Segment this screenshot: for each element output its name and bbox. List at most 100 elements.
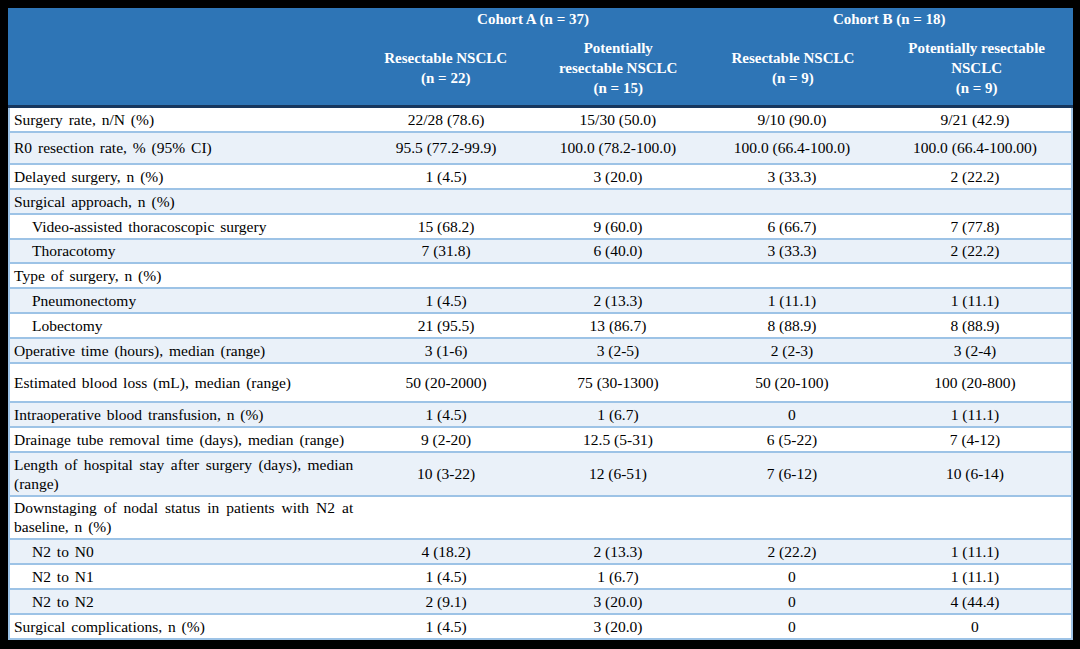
value-cell — [879, 200, 1071, 202]
value-cell: 15/30 (50.0) — [531, 109, 705, 130]
value-cell: 9/10 (90.0) — [705, 109, 879, 130]
table-row-surgical-complications: Surgical complications, n (%) 1 (4.5) 3 … — [10, 615, 1071, 640]
value-cell: 1 (4.5) — [361, 404, 531, 425]
value-cell: 1 (4.5) — [361, 290, 531, 311]
value-cell — [531, 516, 705, 518]
value-cell: 1 (4.5) — [361, 166, 531, 187]
row-label: Surgical approach, n (%) — [10, 191, 361, 212]
value-cell: 100 (20-800) — [879, 372, 1071, 393]
value-cell: 8 (88.9) — [705, 315, 879, 336]
table-body: Surgery rate, n/N (%) 22/28 (78.6) 15/30… — [8, 108, 1073, 640]
table-row-delayed-surgery: Delayed surgery, n (%) 1 (4.5) 3 (20.0) … — [10, 165, 1071, 190]
row-label: Type of surgery, n (%) — [10, 265, 361, 286]
cohort-a-header: Cohort A (n = 37) — [361, 11, 706, 28]
table-row-hospital-stay: Length of hospital stay after surgery (d… — [10, 453, 1071, 497]
column-header-potentially-a: Potentially resectable NSCLC (n = 15) — [531, 38, 706, 99]
table-row-r0-resection: R0 resection rate, % (95% CI) 95.5 (77.2… — [10, 133, 1071, 165]
value-cell: 7 (77.8) — [879, 216, 1071, 237]
value-cell: 3 (2-5) — [531, 340, 705, 361]
value-cell: 3 (33.3) — [705, 240, 879, 261]
value-cell: 100.0 (78.2-100.0) — [531, 137, 705, 158]
value-cell: 50 (20-100) — [705, 372, 879, 393]
row-label: Downstaging of nodal status in patients … — [10, 497, 361, 537]
value-cell — [705, 200, 879, 202]
value-cell: 10 (6-14) — [879, 463, 1071, 484]
value-cell: 2 (13.3) — [531, 290, 705, 311]
value-cell — [531, 275, 705, 277]
table-row-blood-transfusion: Intraoperative blood transfusion, n (%) … — [10, 403, 1071, 428]
value-cell: 75 (30-1300) — [531, 372, 705, 393]
value-cell: 2 (13.3) — [531, 541, 705, 562]
value-cell: 1 (11.1) — [879, 566, 1071, 587]
value-cell: 2 (22.2) — [879, 166, 1071, 187]
value-cell: 9 (60.0) — [531, 216, 705, 237]
row-label: N2 to N2 — [10, 591, 361, 612]
value-cell: 7 (6-12) — [705, 463, 879, 484]
value-cell: 9/21 (42.9) — [879, 109, 1071, 130]
value-cell: 100.0 (66.4-100.0) — [705, 137, 879, 158]
value-cell: 4 (18.2) — [361, 541, 531, 562]
value-cell: 13 (86.7) — [531, 315, 705, 336]
table-row-lobectomy: Lobectomy 21 (95.5) 13 (86.7) 8 (88.9) 8… — [10, 314, 1071, 339]
table-row-vats: Video-assisted thoracoscopic surgery 15 … — [10, 215, 1071, 240]
table-row-n2-to-n1: N2 to N1 1 (4.5) 1 (6.7) 0 1 (11.1) — [10, 565, 1071, 590]
row-label: Estimated blood loss (mL), median (range… — [10, 372, 361, 393]
row-label: Lobectomy — [10, 315, 361, 336]
cohort-b-header: Cohort B (n = 18) — [706, 11, 1073, 28]
row-label: Surgical complications, n (%) — [10, 616, 361, 637]
column-header-resectable-b: Resectable NSCLC (n = 9) — [706, 48, 881, 89]
table-header: Cohort A (n = 37) Cohort B (n = 18) Rese… — [8, 8, 1073, 108]
row-label: Drainage tube removal time (days), media… — [10, 429, 361, 450]
table-row-pneumonectomy: Pneumonectomy 1 (4.5) 2 (13.3) 1 (11.1) … — [10, 289, 1071, 314]
row-label: Surgery rate, n/N (%) — [10, 109, 361, 130]
table-row-operative-time: Operative time (hours), median (range) 3… — [10, 339, 1071, 364]
value-cell: 1 (4.5) — [361, 616, 531, 637]
row-label: N2 to N1 — [10, 566, 361, 587]
value-cell: 4 (44.4) — [879, 591, 1071, 612]
value-cell: 15 (68.2) — [361, 216, 531, 237]
value-cell: 12 (6-51) — [531, 463, 705, 484]
cohort-header-row: Cohort A (n = 37) Cohort B (n = 18) — [8, 8, 1073, 31]
value-cell — [705, 516, 879, 518]
table-row-blood-loss: Estimated blood loss (mL), median (range… — [10, 364, 1071, 403]
value-cell — [361, 516, 531, 518]
value-cell: 0 — [879, 616, 1071, 637]
value-cell: 3 (33.3) — [705, 166, 879, 187]
row-label: Delayed surgery, n (%) — [10, 166, 361, 187]
value-cell — [361, 200, 531, 202]
value-cell: 22/28 (78.6) — [361, 109, 531, 130]
value-cell: 1 (11.1) — [879, 541, 1071, 562]
value-cell — [361, 275, 531, 277]
value-cell: 7 (31.8) — [361, 240, 531, 261]
value-cell: 7 (4-12) — [879, 429, 1071, 450]
table-row-n2-to-n0: N2 to N0 4 (18.2) 2 (13.3) 2 (22.2) 1 (1… — [10, 540, 1071, 565]
value-cell: 0 — [705, 616, 879, 637]
table-row-surgery-rate: Surgery rate, n/N (%) 22/28 (78.6) 15/30… — [10, 108, 1071, 133]
row-label: N2 to N0 — [10, 541, 361, 562]
value-cell: 3 (1-6) — [361, 340, 531, 361]
value-cell: 3 (20.0) — [531, 591, 705, 612]
value-cell: 1 (11.1) — [879, 404, 1071, 425]
value-cell: 3 (20.0) — [531, 166, 705, 187]
table-row-thoracotomy: Thoracotomy 7 (31.8) 6 (40.0) 3 (33.3) 2… — [10, 240, 1071, 265]
row-label: Pneumonectomy — [10, 290, 361, 311]
value-cell — [531, 200, 705, 202]
row-label: Length of hospital stay after surgery (d… — [10, 454, 361, 494]
value-cell: 6 (40.0) — [531, 240, 705, 261]
value-cell — [879, 275, 1071, 277]
value-cell: 1 (11.1) — [879, 290, 1071, 311]
row-label: Intraoperative blood transfusion, n (%) — [10, 404, 361, 425]
value-cell: 9 (2-20) — [361, 429, 531, 450]
table-row-downstaging: Downstaging of nodal status in patients … — [10, 497, 1071, 541]
row-label: R0 resection rate, % (95% CI) — [10, 137, 361, 158]
value-cell: 1 (6.7) — [531, 566, 705, 587]
value-cell: 50 (20-2000) — [361, 372, 531, 393]
column-header-resectable-a: Resectable NSCLC (n = 22) — [361, 48, 531, 89]
value-cell: 2 (22.2) — [705, 541, 879, 562]
value-cell: 1 (6.7) — [531, 404, 705, 425]
table-row-drainage-tube: Drainage tube removal time (days), media… — [10, 428, 1071, 453]
value-cell: 0 — [705, 591, 879, 612]
value-cell: 6 (5-22) — [705, 429, 879, 450]
value-cell: 2 (22.2) — [879, 240, 1071, 261]
table-row-type-of-surgery: Type of surgery, n (%) — [10, 264, 1071, 289]
